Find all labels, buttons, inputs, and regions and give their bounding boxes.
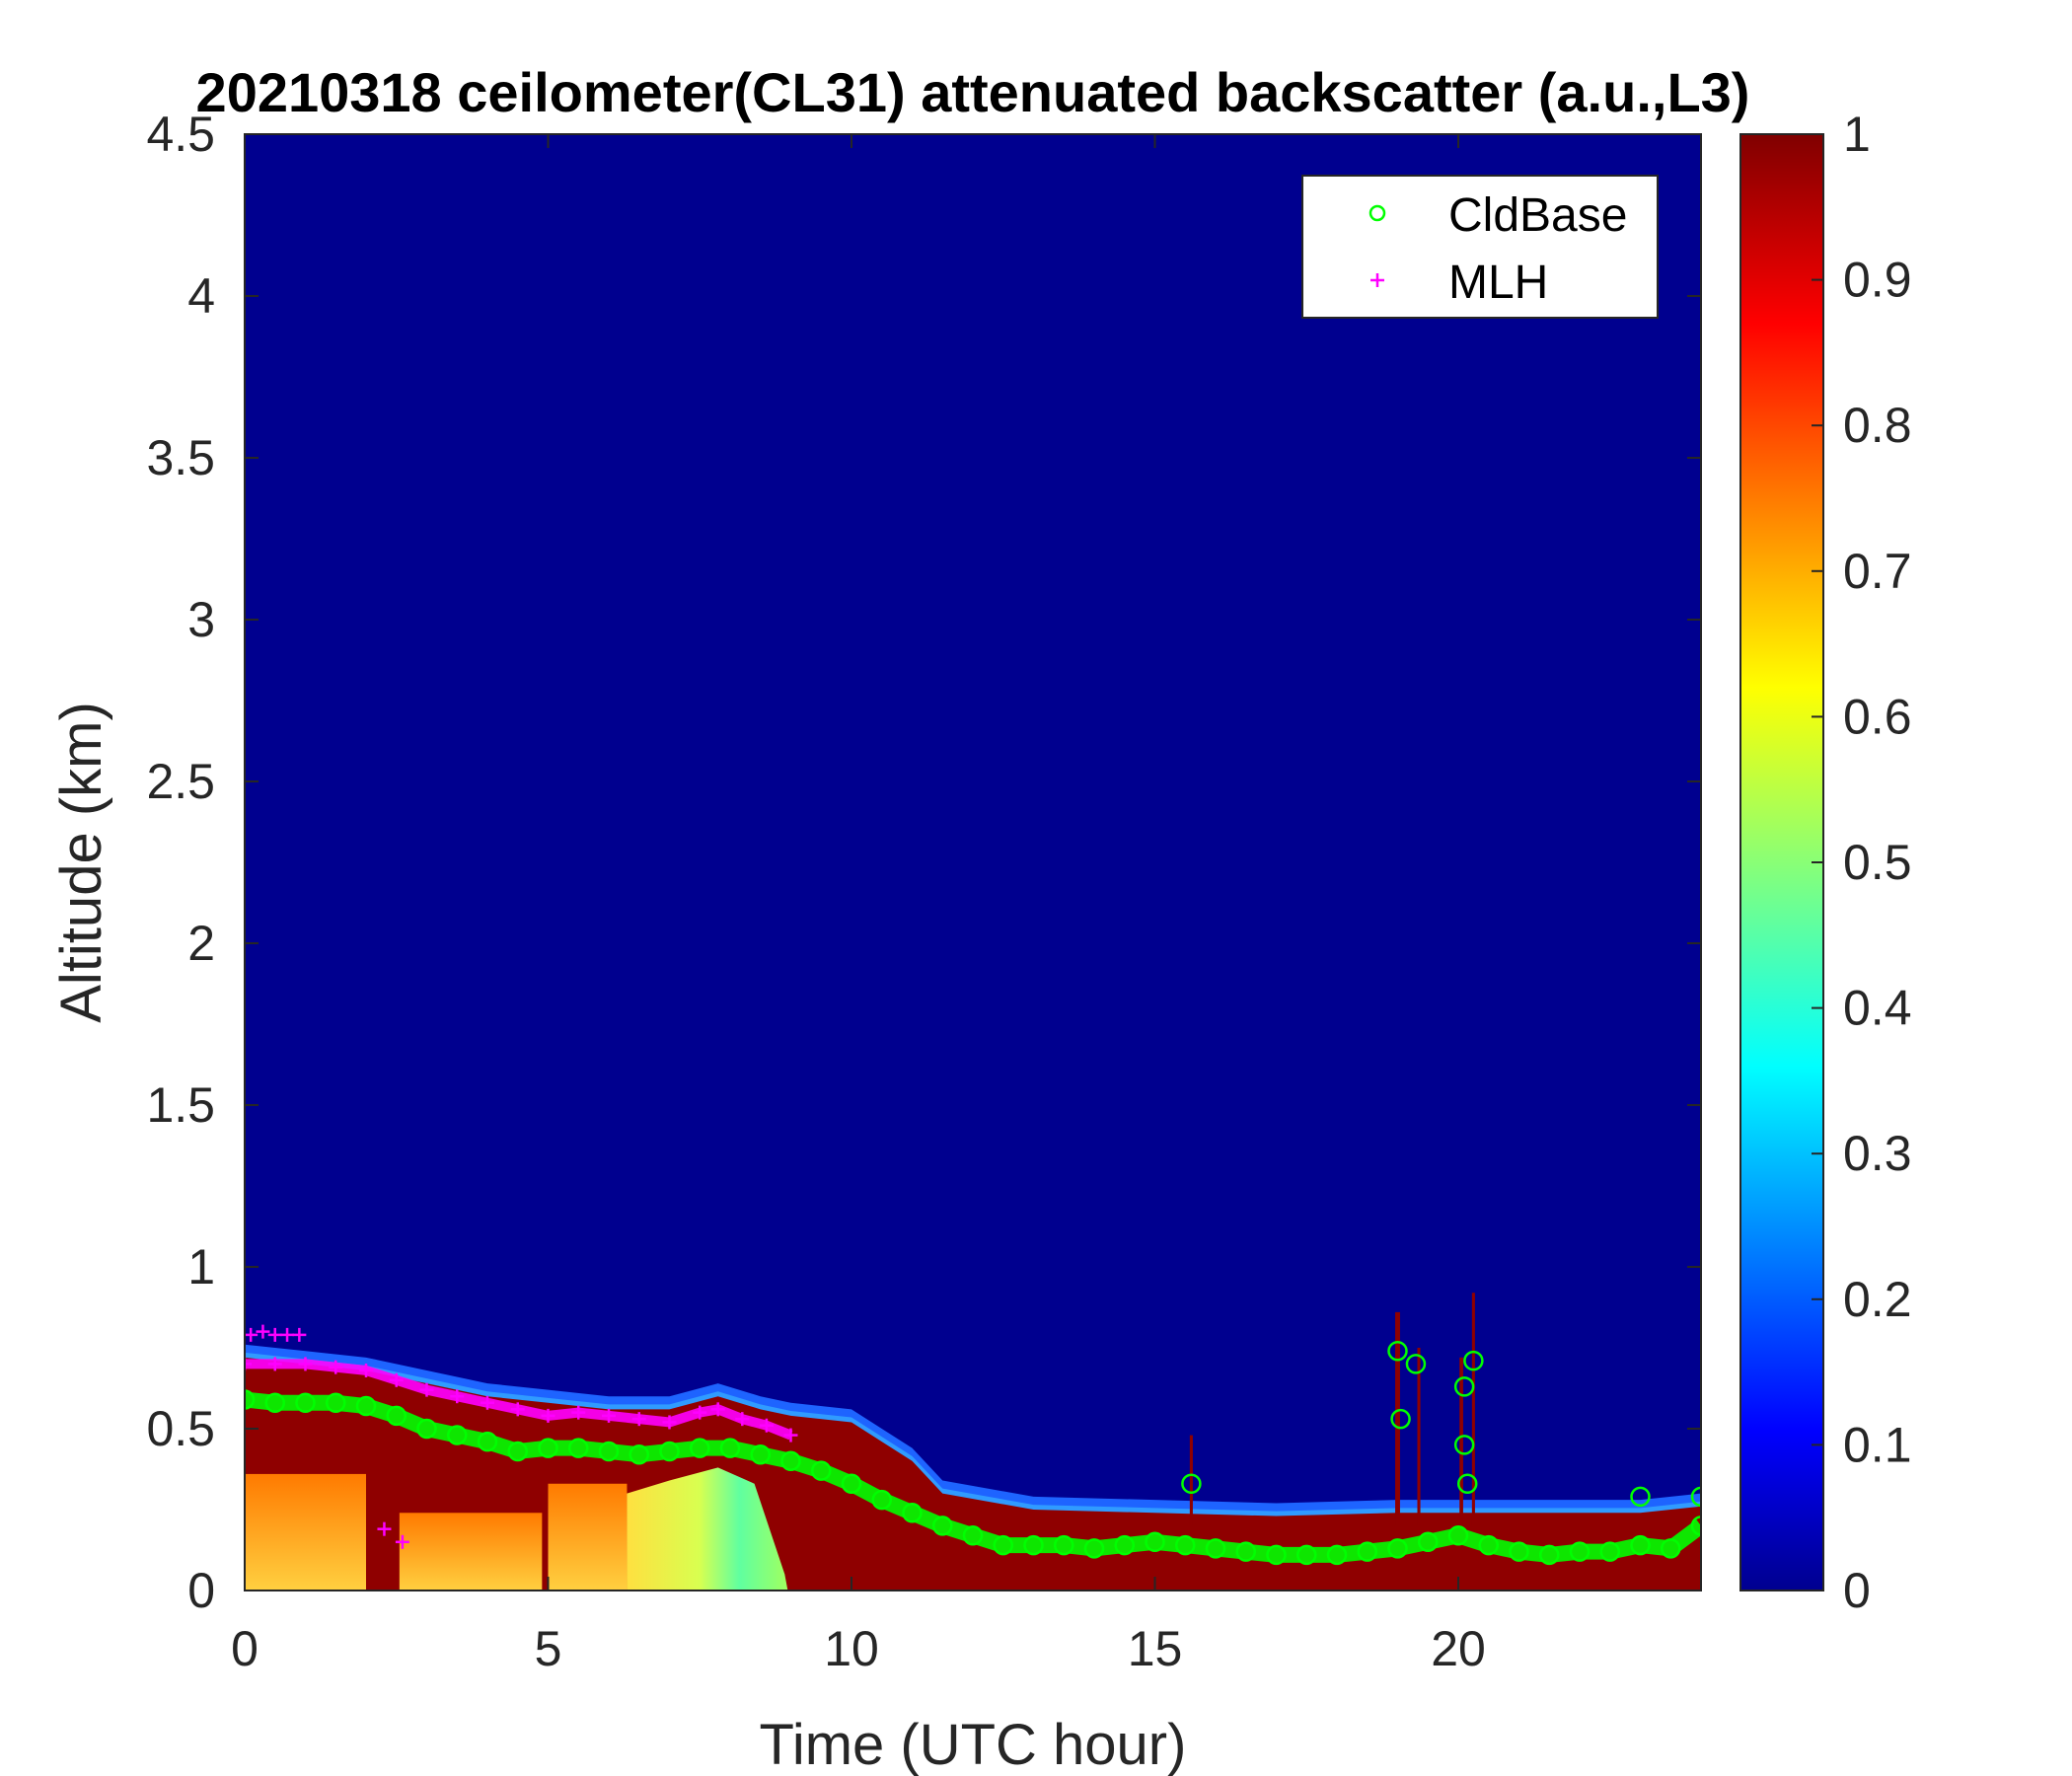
- aerosol-plume: [627, 1467, 788, 1591]
- cldbase-point: [1405, 1354, 1427, 1374]
- x-tick-label: 10: [824, 1621, 879, 1676]
- legend-mlh-marker: [1370, 273, 1384, 287]
- cldbase-point: [1456, 1473, 1478, 1495]
- y-tick-label: 3: [187, 592, 215, 647]
- mlh-point: [395, 1534, 409, 1549]
- colorbar-tick-label: 0: [1843, 1563, 1871, 1618]
- plot-area: 0 5 10 15 20 0 0.5 1 1.5 2 2.5 3 3.5 4 4.5: [146, 107, 1702, 1676]
- colorbar: 0 0.1 0.2 0.3 0.4 0.5 0.6 0.7 0.8 0.9 1: [1739, 107, 1912, 1618]
- cldbase-point: [1387, 1341, 1408, 1362]
- colorbar-tick-label: 0.5: [1843, 835, 1912, 890]
- legend-cldbase-marker: [1369, 204, 1386, 222]
- colorbar-tick-label: 0.6: [1843, 689, 1912, 744]
- colorbar-tick-label: 0.8: [1843, 398, 1912, 453]
- y-tick-label: 2: [187, 916, 215, 971]
- cloud-spike: [1417, 1348, 1421, 1526]
- y-axis-label: Altitude (km): [49, 702, 113, 1023]
- colorbar-tick-label: 0.9: [1843, 253, 1912, 308]
- y-tick-label: 4.5: [146, 107, 215, 162]
- cldbase-points: [245, 1341, 1701, 1566]
- aerosol-region: [548, 1483, 628, 1591]
- plot-background: [245, 134, 1701, 1591]
- mlh-point: [267, 1327, 282, 1342]
- plot-frame: [244, 133, 1702, 1591]
- colorbar-tick-label: 0.1: [1843, 1417, 1912, 1472]
- colorbar-tick-label: 0.2: [1843, 1272, 1912, 1327]
- y-tick-label: 4: [187, 268, 215, 324]
- y-axis-ticks: 0 0.5 1 1.5 2 2.5 3 3.5 4 4.5: [146, 107, 1701, 1618]
- cldbase-point: [1181, 1473, 1202, 1495]
- colorbar-tick-label: 0.7: [1843, 544, 1912, 599]
- legend: CldBase MLH: [1301, 175, 1659, 319]
- x-tick-label: 20: [1431, 1621, 1486, 1676]
- cldbase-point: [1453, 1435, 1475, 1455]
- mlh-point: [377, 1521, 392, 1536]
- mlh-point: [280, 1327, 295, 1342]
- colorbar-tick-label: 0.4: [1843, 981, 1912, 1036]
- colorbar-gradient: [1739, 133, 1824, 1591]
- cldbase-point: [1453, 1376, 1475, 1397]
- cloud-spike: [1471, 1293, 1475, 1526]
- x-tick-label: 5: [535, 1621, 562, 1676]
- colorbar-ticks: 0 0.1 0.2 0.3 0.4 0.5 0.6 0.7 0.8 0.9 1: [1812, 107, 1912, 1618]
- y-tick-label: 0: [187, 1563, 215, 1618]
- legend-box: [1301, 175, 1659, 319]
- cloud-spike: [1395, 1311, 1400, 1526]
- y-tick-label: 2.5: [146, 754, 215, 809]
- x-tick-label: 15: [1128, 1621, 1183, 1676]
- aerosol-region: [399, 1513, 543, 1591]
- cloud-spike: [1459, 1357, 1463, 1526]
- cldbase-band: [245, 1391, 1701, 1563]
- y-tick-label: 1.5: [146, 1077, 215, 1133]
- cloud-spike: [1189, 1435, 1193, 1526]
- x-tick-label: 0: [231, 1621, 259, 1676]
- mlh-points: [245, 1324, 798, 1549]
- mlh-point: [245, 1327, 259, 1342]
- mlh-point: [292, 1327, 307, 1342]
- cldbase-point: [1630, 1486, 1651, 1508]
- mlh-band: [245, 1359, 793, 1441]
- x-axis-ticks: 0 5 10 15 20: [231, 134, 1486, 1676]
- cldbase-point: [1690, 1486, 1701, 1508]
- colorbar-tick-label: 1: [1843, 107, 1871, 162]
- colorbar-tick-label: 0.3: [1843, 1126, 1912, 1181]
- aerosol-region: [245, 1473, 366, 1591]
- y-tick-label: 0.5: [146, 1401, 215, 1456]
- legend-mlh-label: MLH: [1448, 257, 1548, 309]
- cldbase-point: [1390, 1408, 1411, 1430]
- legend-cldbase-label: CldBase: [1448, 189, 1627, 242]
- x-axis-label: Time (UTC hour): [760, 1713, 1187, 1776]
- mlh-point: [256, 1324, 270, 1339]
- y-tick-label: 3.5: [146, 430, 215, 485]
- cldbase-point: [1463, 1350, 1484, 1371]
- chart-title: 20210318 ceilometer(CL31) attenuated bac…: [196, 61, 1750, 123]
- y-tick-label: 1: [187, 1239, 215, 1295]
